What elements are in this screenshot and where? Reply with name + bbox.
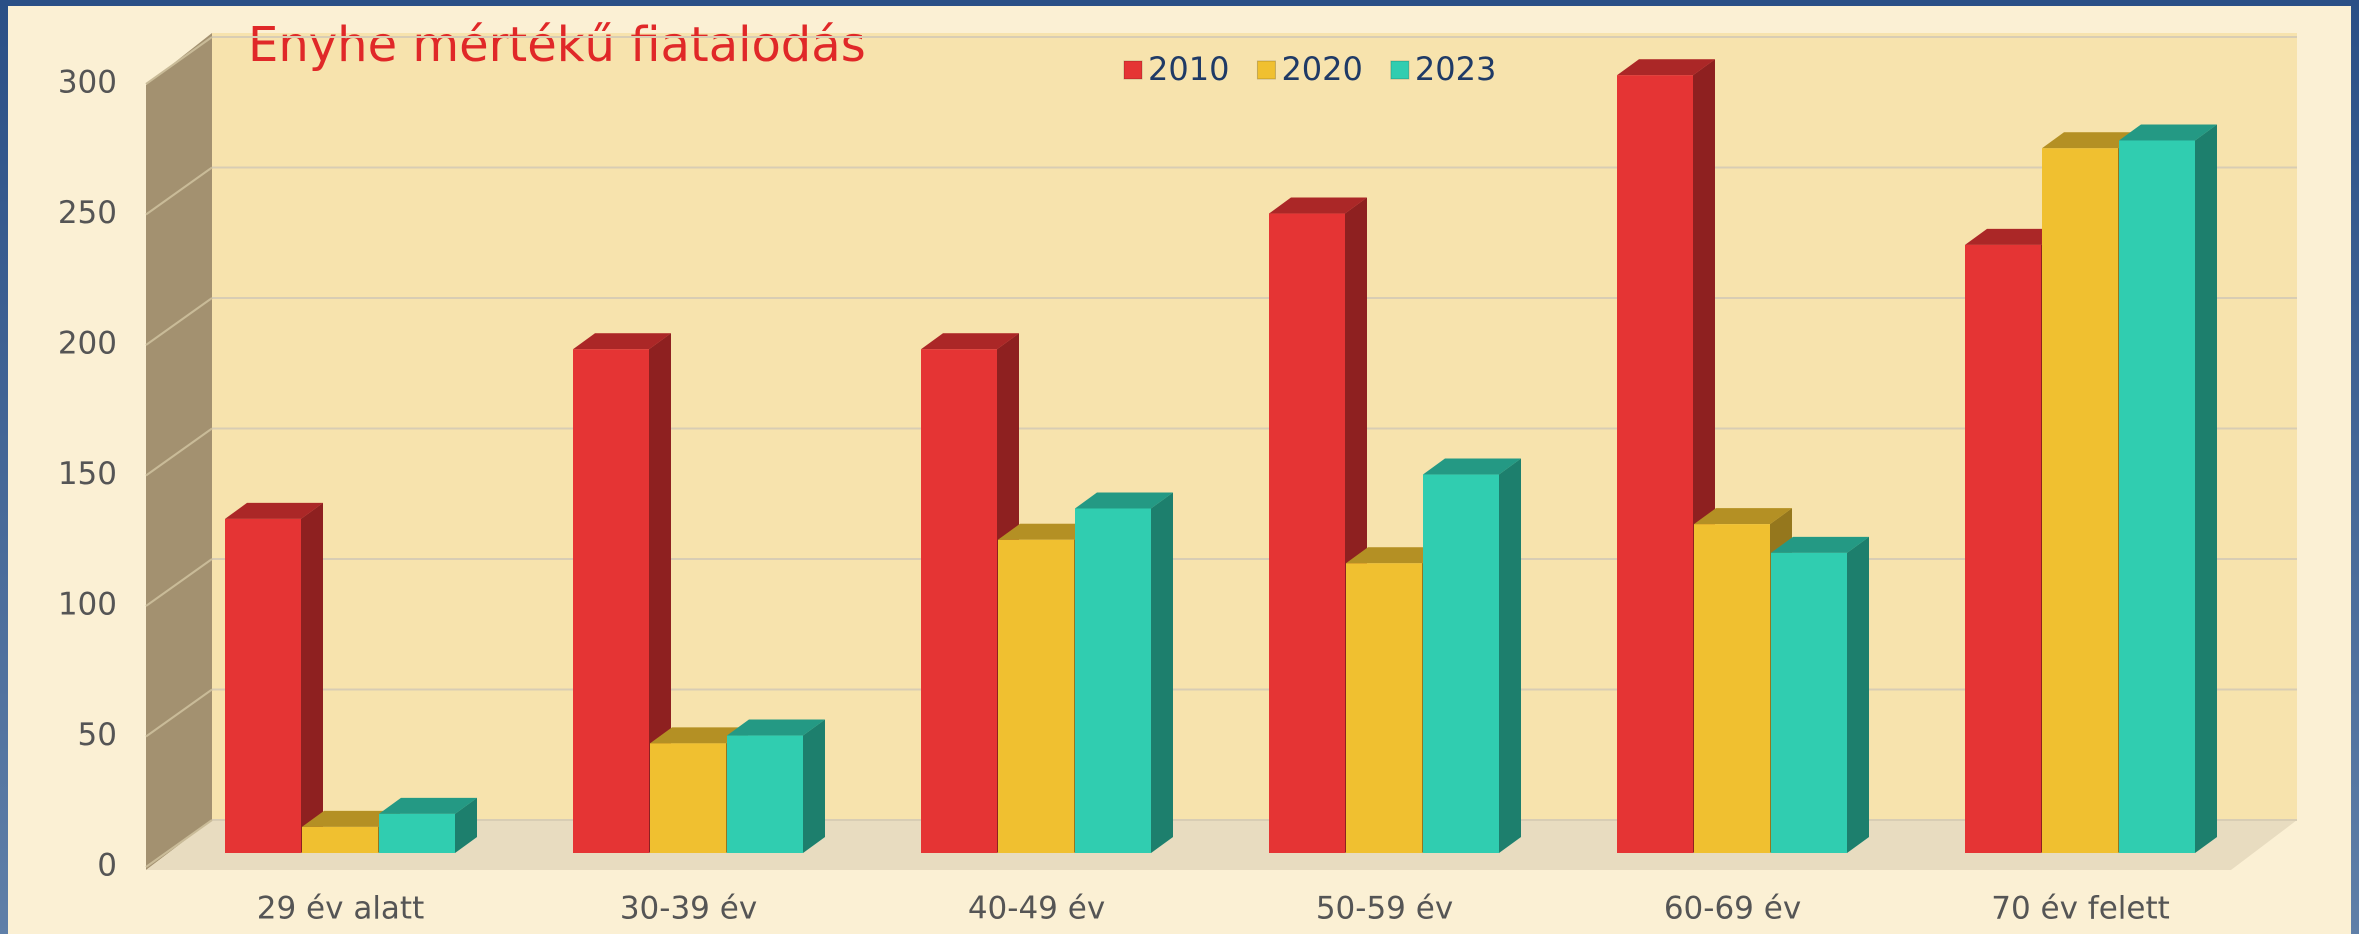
bar-top-shade: [379, 797, 477, 814]
grid-line: [145, 297, 213, 346]
grid-line: [145, 166, 213, 216]
bar: [727, 735, 803, 853]
bar-top: [379, 797, 477, 814]
bar-top: [2042, 132, 2140, 149]
bar-top-shade: [2119, 124, 2217, 141]
y-tick-label: 50: [78, 717, 117, 753]
bar-top-shade: [1617, 59, 1715, 76]
bar-top-shade: [573, 333, 671, 350]
legend-label: 2023: [1415, 50, 1496, 88]
bar-side-shade: [1151, 492, 1173, 853]
bar: [1423, 474, 1499, 853]
bar: [225, 518, 301, 853]
bar-top-shade: [2042, 132, 2140, 149]
bar-side: [1151, 492, 1173, 853]
x-tick-label: 30-39 év: [620, 891, 757, 927]
bar: [1075, 508, 1151, 853]
bar: [921, 349, 997, 853]
bar-top: [1965, 228, 2063, 245]
bar: [1771, 552, 1847, 853]
grid-line: [145, 558, 213, 607]
bar-top: [650, 727, 748, 744]
bar-side-shade: [301, 502, 323, 853]
bar-top: [921, 333, 1019, 350]
bar-side-shade: [649, 333, 671, 853]
legend-label: 2010: [1148, 50, 1229, 88]
bar-side-shade: [803, 719, 825, 853]
bar-side: [2195, 124, 2217, 854]
bar-top-shade: [1423, 458, 1521, 475]
bar-top-shade: [225, 502, 323, 519]
bar-top: [1269, 197, 1367, 214]
bar-top: [998, 523, 1096, 540]
bar: [1694, 524, 1770, 853]
bar: [573, 349, 649, 853]
bar-side: [301, 502, 323, 853]
y-tick-label: 150: [58, 456, 117, 492]
bar: [1617, 75, 1693, 854]
bar-top-shade: [1346, 547, 1444, 564]
bar-top: [2119, 124, 2217, 141]
bar-top-shade: [727, 719, 825, 736]
bar-top-shade: [1965, 228, 2063, 245]
x-tick-label: 70 év felett: [1991, 891, 2170, 927]
x-tick-label: 50-59 év: [1316, 891, 1453, 927]
grid-line: [145, 427, 213, 477]
legend-label: 2020: [1281, 50, 1362, 88]
bar-top-shade: [1771, 536, 1869, 553]
bar-side: [1847, 536, 1869, 853]
bar-side-shade: [1499, 458, 1521, 853]
bar-top: [1075, 492, 1173, 509]
y-tick-label: 250: [58, 195, 117, 231]
grid-line: [145, 819, 213, 868]
bar-top: [1346, 547, 1444, 564]
bar-top: [225, 502, 323, 519]
y-tick-label: 300: [58, 65, 117, 101]
x-tick-label: 60-69 év: [1664, 891, 1801, 927]
bar-side: [649, 333, 671, 853]
bar: [302, 826, 378, 853]
grid-line: [145, 688, 213, 738]
bar: [1346, 563, 1422, 853]
bar: [379, 813, 455, 853]
chart-title: Enyhe mértékű fiatalodás: [248, 17, 866, 73]
bar-top-shade: [998, 523, 1096, 540]
bar-top-shade: [921, 333, 1019, 350]
x-tick-label: 29 év alatt: [257, 891, 425, 927]
bar-top-shade: [302, 810, 400, 827]
bar: [1965, 244, 2041, 853]
bar-top: [573, 333, 671, 350]
x-tick-label: 40-49 év: [968, 891, 1105, 927]
bar-side: [455, 797, 477, 853]
bar-top-shade: [1269, 197, 1367, 214]
grid-line: [145, 36, 213, 85]
bar-side-shade: [455, 797, 477, 853]
bar: [998, 539, 1074, 853]
bar-top-shade: [650, 727, 748, 744]
bar: [2119, 140, 2195, 854]
bar-top-shade: [1075, 492, 1173, 509]
legend-swatch: [1123, 60, 1143, 80]
y-tick-label: 200: [58, 326, 117, 362]
bar: [1269, 213, 1345, 854]
bar-side-shade: [1847, 536, 1869, 853]
bar-top-shade: [1694, 508, 1792, 525]
bar: [650, 743, 726, 853]
legend-swatch: [1390, 60, 1410, 80]
bar-top: [727, 719, 825, 736]
bar: [2042, 148, 2118, 854]
bar-top: [302, 810, 400, 827]
legend-swatch: [1256, 60, 1276, 80]
bar-side: [1499, 458, 1521, 853]
bar-side: [803, 719, 825, 853]
bar-side-shade: [2195, 124, 2217, 854]
bar-top: [1694, 508, 1792, 525]
y-tick-label: 0: [97, 848, 117, 884]
bar-top: [1423, 458, 1521, 475]
y-tick-label: 100: [58, 587, 117, 623]
bar-top: [1771, 536, 1869, 553]
bar-top: [1617, 59, 1715, 76]
